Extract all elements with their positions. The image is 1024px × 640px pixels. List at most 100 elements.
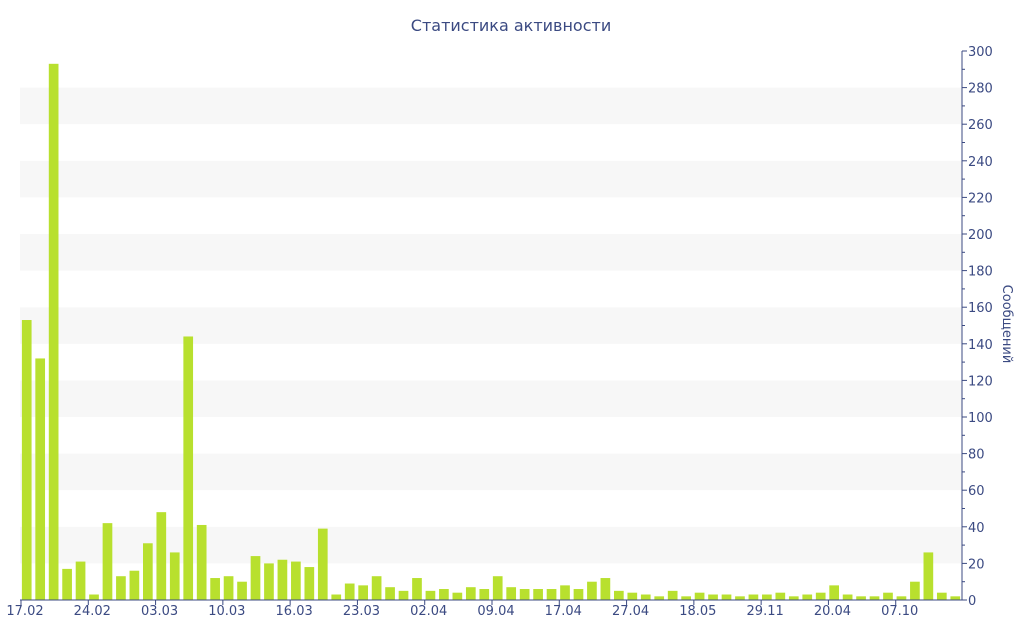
bar — [439, 589, 449, 600]
bar — [721, 594, 732, 600]
bar — [277, 559, 288, 600]
bar — [371, 576, 382, 600]
x-tick-label: 17.04 — [545, 604, 582, 619]
bar — [614, 590, 624, 600]
x-tick-label: 20.04 — [814, 604, 851, 619]
bar — [694, 592, 705, 600]
bar — [183, 336, 194, 600]
bar — [492, 576, 503, 600]
bar — [62, 568, 72, 600]
bar — [331, 594, 342, 600]
bar — [573, 589, 584, 600]
background-band — [20, 307, 962, 344]
bar — [842, 594, 853, 600]
bar — [479, 589, 490, 600]
bar — [196, 524, 207, 600]
bar — [896, 596, 907, 600]
bar — [358, 585, 368, 600]
bar — [21, 320, 32, 600]
bar — [681, 596, 691, 600]
bar — [506, 587, 517, 600]
x-tick-label: 18.05 — [679, 604, 716, 619]
bar — [169, 552, 180, 600]
bar — [560, 585, 570, 600]
background-band — [20, 51, 962, 88]
background-band — [20, 124, 962, 161]
y-tick-label: 180 — [968, 265, 993, 280]
bar — [398, 590, 409, 600]
bar — [116, 576, 126, 600]
y-tick-label: 40 — [968, 521, 985, 536]
bar — [708, 594, 718, 600]
x-tick-label: 02.04 — [410, 604, 447, 619]
bar — [923, 552, 934, 600]
y-tick-label: 280 — [968, 82, 993, 97]
bar — [89, 594, 99, 600]
x-tick-label: 03.03 — [141, 604, 178, 619]
x-tick-label: 10.03 — [208, 604, 245, 619]
bar — [264, 563, 274, 600]
bar — [412, 578, 422, 600]
x-tick-label: 24.02 — [74, 604, 111, 619]
bar — [465, 587, 476, 600]
y-axis: 0 20 40 60 80 100 120 140 160 180 200 220 240 260 280 3… — [961, 45, 993, 609]
bar — [802, 594, 813, 600]
bar — [600, 578, 611, 600]
bar — [533, 589, 543, 600]
x-tick-label: 23.03 — [343, 604, 380, 619]
bar — [748, 594, 759, 600]
bar — [815, 592, 826, 600]
bar — [950, 596, 961, 600]
background-band — [20, 490, 962, 527]
bar — [385, 587, 395, 600]
bar — [735, 596, 745, 600]
bar — [788, 596, 799, 600]
bar — [775, 592, 786, 600]
bar — [654, 596, 665, 600]
x-tick-label: 09.04 — [477, 604, 514, 619]
y-tick-label: 100 — [968, 411, 993, 426]
y-tick-label: 120 — [968, 374, 993, 389]
bar — [75, 561, 86, 600]
bar — [452, 592, 463, 600]
bar — [291, 561, 301, 600]
bar — [936, 592, 947, 600]
background-bands — [20, 51, 962, 600]
bar — [304, 567, 315, 600]
y-tick-label: 0 — [968, 594, 976, 609]
bar — [519, 589, 530, 600]
bar — [869, 596, 880, 600]
bar — [856, 596, 866, 600]
y-tick-label: 200 — [968, 228, 993, 243]
background-band — [20, 87, 962, 125]
x-tick-label: 17.02 — [6, 604, 43, 619]
bar — [667, 590, 678, 600]
x-axis: 17.02 24.02 03.03 10.03 16.03 23.03 02.04 09.04… — [6, 599, 962, 619]
bar — [250, 556, 261, 600]
bar — [35, 358, 46, 600]
bar — [344, 583, 355, 600]
bar — [587, 581, 597, 600]
background-band — [20, 343, 962, 381]
x-tick-label: 16.03 — [276, 604, 313, 619]
x-tick-label: 27.04 — [612, 604, 649, 619]
y-tick-label: 220 — [968, 191, 993, 206]
bar — [425, 590, 436, 600]
x-tick-label: 07.10 — [881, 604, 918, 619]
background-band — [20, 417, 962, 454]
bar — [210, 578, 220, 600]
bars — [21, 63, 961, 601]
bar — [910, 581, 920, 600]
bar — [102, 523, 113, 600]
bar — [317, 528, 328, 600]
bar — [156, 512, 167, 600]
background-band — [20, 453, 962, 491]
x-tick-label: 29.11 — [747, 604, 784, 619]
bar — [143, 543, 153, 600]
y-tick-label: 300 — [968, 45, 993, 60]
background-band — [20, 270, 962, 308]
bar — [237, 581, 247, 600]
bar — [829, 585, 839, 600]
y-axis-label: Сообщений — [999, 285, 1014, 364]
y-tick-label: 20 — [968, 557, 985, 572]
